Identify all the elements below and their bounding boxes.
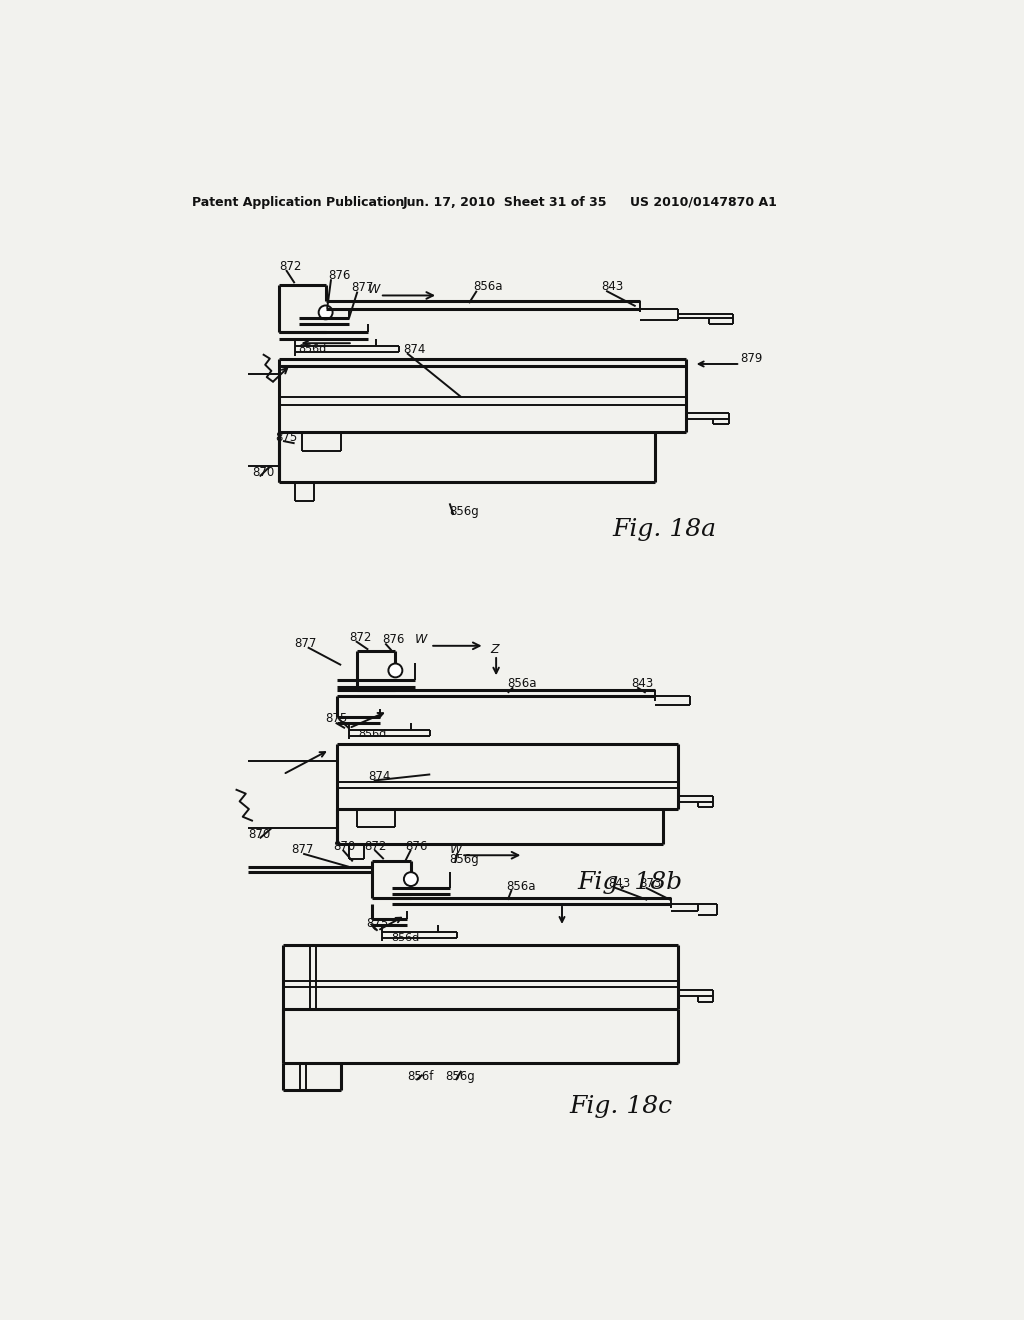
Text: Z: Z xyxy=(490,643,500,656)
Text: 870: 870 xyxy=(248,828,270,841)
Text: 876: 876 xyxy=(406,840,428,853)
Text: 875: 875 xyxy=(326,713,348,726)
Circle shape xyxy=(388,664,402,677)
Text: W: W xyxy=(369,282,381,296)
Text: W: W xyxy=(450,843,462,857)
Text: 876: 876 xyxy=(328,269,350,282)
Text: 856a: 856a xyxy=(506,879,536,892)
Text: 856g: 856g xyxy=(445,1069,475,1082)
Text: 877: 877 xyxy=(351,281,374,294)
Text: 872: 872 xyxy=(280,260,301,273)
Text: 874: 874 xyxy=(369,770,390,783)
Circle shape xyxy=(403,873,418,886)
Text: Fig. 18b: Fig. 18b xyxy=(578,871,683,894)
Text: 843: 843 xyxy=(632,677,654,690)
Text: US 2010/0147870 A1: US 2010/0147870 A1 xyxy=(630,195,777,209)
Text: Fig. 18a: Fig. 18a xyxy=(612,517,717,541)
Text: 870: 870 xyxy=(334,840,355,853)
Text: 877: 877 xyxy=(295,638,317,649)
Circle shape xyxy=(318,305,333,319)
Text: 873: 873 xyxy=(640,878,662,890)
Text: Jun. 17, 2010  Sheet 31 of 35: Jun. 17, 2010 Sheet 31 of 35 xyxy=(403,195,607,209)
Text: 875: 875 xyxy=(275,430,298,444)
Text: 856d: 856d xyxy=(391,933,420,944)
Text: 843: 843 xyxy=(608,878,631,890)
Text: 875: 875 xyxy=(366,916,388,929)
Text: 856d: 856d xyxy=(299,345,327,354)
Text: Patent Application Publication: Patent Application Publication xyxy=(193,195,404,209)
Text: 856f: 856f xyxy=(407,1069,433,1082)
Text: 874: 874 xyxy=(403,343,426,356)
Text: 879: 879 xyxy=(740,352,763,366)
Text: 856g: 856g xyxy=(450,853,479,866)
Text: 856a: 856a xyxy=(508,677,538,690)
Text: 870: 870 xyxy=(252,466,274,479)
Text: 877: 877 xyxy=(291,843,313,857)
Text: 856d: 856d xyxy=(358,730,386,739)
Text: 872: 872 xyxy=(365,840,387,853)
Text: 856a: 856a xyxy=(473,280,503,293)
Text: 856g: 856g xyxy=(450,504,479,517)
Text: Fig. 18c: Fig. 18c xyxy=(569,1096,673,1118)
Text: 876: 876 xyxy=(382,634,404,647)
Text: 872: 872 xyxy=(349,631,372,644)
Text: 843: 843 xyxy=(601,280,623,293)
Text: W: W xyxy=(415,634,427,647)
